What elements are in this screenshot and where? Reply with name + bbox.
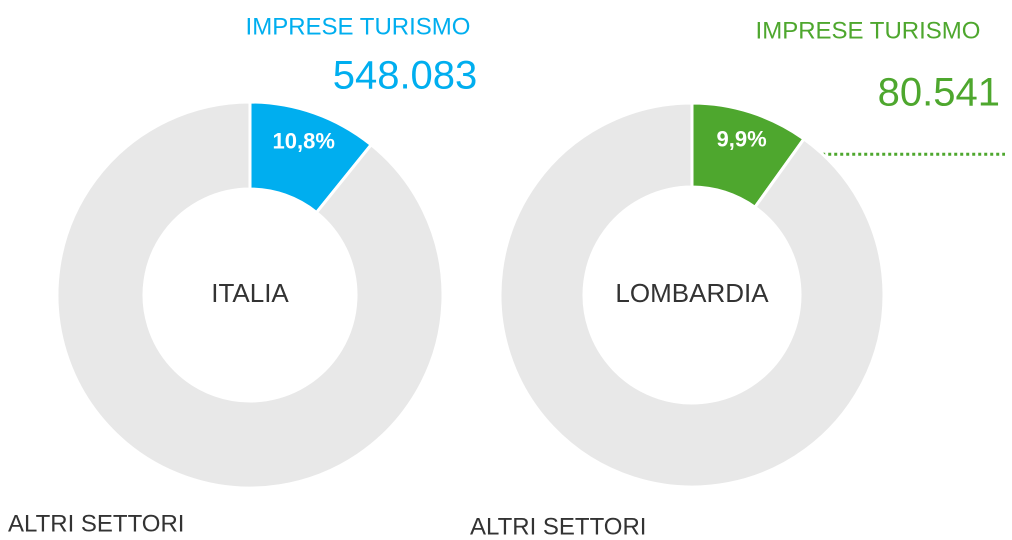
center-label: ITALIA xyxy=(211,278,289,308)
donut-slice xyxy=(55,100,445,490)
chart-title: IMPRESE TURISMO xyxy=(756,17,981,44)
category-label: ALTRI SETTORI xyxy=(8,510,184,537)
slice-label: 10,8% xyxy=(273,129,335,154)
annotation: 548.083 xyxy=(333,54,478,98)
donut-slice xyxy=(498,101,886,489)
slice-label: 9,9% xyxy=(716,127,766,152)
category-label: ALTRI SETTORI xyxy=(470,513,646,540)
annotation: 80.541 xyxy=(878,71,1000,115)
chart-title: IMPRESE TURISMO xyxy=(246,13,471,40)
center-label: LOMBARDIA xyxy=(615,278,769,308)
